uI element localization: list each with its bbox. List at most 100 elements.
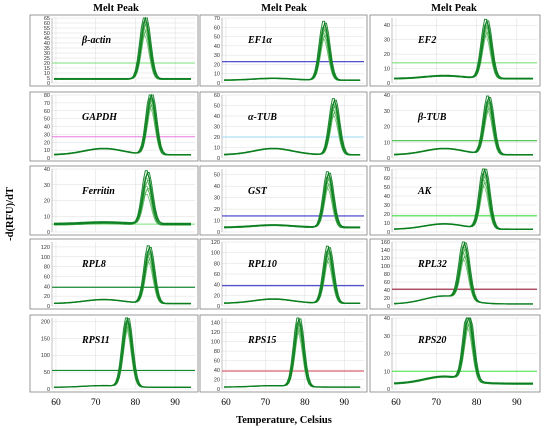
melt-curve	[53, 94, 191, 156]
x-tick-label: 80	[300, 398, 310, 408]
x-axis-label: Temperature, Celsius	[236, 415, 332, 426]
x-tick-label: 90	[170, 398, 180, 408]
panel-frame	[29, 238, 199, 310]
y-tick-label: 30	[44, 183, 50, 189]
panel-gene-11: 0 20 40 60 80 100 120 RPL10	[199, 238, 368, 310]
melt-curve	[54, 170, 191, 226]
y-tick-label: 20	[214, 293, 220, 299]
gene-label: AK	[417, 186, 433, 197]
y-tick-label: 60	[214, 359, 220, 365]
y-tick-label: 40	[44, 167, 50, 173]
panel-gene-15: 0 10 20 30 40 RPS20	[369, 314, 541, 393]
melt-curve	[54, 245, 191, 305]
y-tick-label: 50	[214, 104, 220, 110]
y-tick-label: 40	[214, 283, 220, 289]
y-tick-label: 30	[214, 53, 220, 59]
y-tick-label: 80	[384, 272, 390, 278]
y-tick-label: 50	[214, 173, 220, 179]
y-tick-label: 0	[47, 230, 50, 236]
panel-frame	[29, 14, 199, 87]
y-tick-label: 200	[41, 319, 50, 325]
y-tick-label: 50	[44, 370, 50, 376]
panel-gene-6: 0 10 20 30 40 β-TUB	[369, 91, 541, 162]
y-tick-label: 30	[214, 196, 220, 202]
panel-gene-12: 0 20 40 60 80 100 120 140 160 RPL32	[369, 238, 541, 310]
y-tick-label: 10	[384, 369, 390, 375]
y-tick-label: 50	[44, 31, 50, 37]
melt-curve	[393, 241, 533, 305]
gene-label: β-TUB	[417, 112, 447, 123]
y-tick-label: 10	[214, 72, 220, 78]
y-tick-label: 0	[387, 230, 390, 236]
x-tick-label: 90	[512, 398, 522, 408]
y-tick-label: 0	[217, 230, 220, 236]
panel-grid: 05101520253035404550556065β-actin0102030…	[29, 14, 541, 393]
gene-label: RPL10	[247, 259, 277, 270]
y-tick-label: 40	[384, 23, 390, 29]
y-tick-label: 40	[384, 194, 390, 200]
melt-curve	[54, 171, 191, 224]
y-tick-label: 0	[217, 81, 220, 87]
x-tick-label: 90	[340, 398, 350, 408]
gene-label: α-TUB	[248, 112, 277, 123]
melt-curve	[54, 172, 191, 225]
y-tick-label: 30	[384, 109, 390, 115]
melt-curve	[393, 95, 533, 156]
melt-curve	[224, 20, 361, 81]
x-tick-labels: 60 70 80 90 60 70 80 90 60 70 80 90	[51, 398, 522, 408]
y-tick-label: 60	[44, 109, 50, 115]
y-tick-label: 140	[211, 321, 220, 327]
panel-gene-14: 0 20 40 60 80 100 120 140 RPS15	[199, 314, 368, 393]
x-tick-label: 60	[221, 398, 231, 408]
y-tick-label: 20	[214, 207, 220, 213]
gene-label: EF1α	[247, 35, 272, 46]
gene-label: β-actin	[81, 35, 111, 46]
melt-curve	[393, 317, 533, 385]
column-title-2: Melt Peak	[261, 3, 307, 14]
panel-gene-7: 0 10 20 30 40 Ferritin	[29, 165, 199, 236]
y-tick-label: 35	[44, 46, 50, 52]
y-tick-label: 80	[214, 349, 220, 355]
y-tick-label: 20	[214, 62, 220, 68]
panel-gene-8: 0 10 20 30 40 50 GST	[199, 165, 368, 236]
y-tick-label: 40	[384, 288, 390, 294]
y-tick-label: 10	[44, 148, 50, 154]
gene-label: RPS11	[81, 335, 110, 346]
y-tick-label: 0	[217, 156, 220, 162]
panel-gene-13: 0 50 100 150 200 RPS11	[29, 314, 199, 393]
gene-label: GST	[248, 186, 268, 197]
y-tick-label: 20	[384, 296, 390, 302]
y-tick-label: 160	[381, 240, 390, 246]
y-tick-label: 140	[381, 248, 390, 254]
gene-label: RPS15	[247, 335, 276, 346]
x-tick-label: 70	[261, 398, 271, 408]
y-tick-label: 30	[214, 125, 220, 131]
panel-frame	[199, 314, 368, 393]
column-title-3: Melt Peak	[431, 3, 477, 14]
y-tick-label: 0	[387, 387, 390, 393]
y-tick-label: 0	[387, 156, 390, 162]
y-tick-label: 80	[44, 93, 50, 99]
y-tick-label: 40	[44, 125, 50, 131]
y-tick-label: 0	[387, 304, 390, 310]
y-tick-label: 10	[44, 214, 50, 220]
y-tick-label: 10	[384, 221, 390, 227]
y-tick-label: 65	[44, 16, 50, 22]
y-tick-label: 30	[384, 38, 390, 44]
melt-curve	[224, 171, 361, 229]
y-tick-label: 80	[44, 265, 50, 271]
y-tick-label: 80	[214, 261, 220, 267]
y-tick-label: 30	[384, 203, 390, 209]
y-tick-label: 20	[214, 135, 220, 141]
x-tick-label: 80	[472, 398, 482, 408]
x-tick-label: 80	[131, 398, 141, 408]
y-tick-label: 20	[384, 352, 390, 358]
y-tick-label: 0	[47, 81, 50, 87]
y-tick-label: 60	[384, 176, 390, 182]
panel-gene-2: 0 10 20 30 40 50 60 70 EF1α	[199, 14, 368, 87]
y-tick-label: 120	[211, 330, 220, 336]
y-tick-label: 20	[384, 125, 390, 131]
